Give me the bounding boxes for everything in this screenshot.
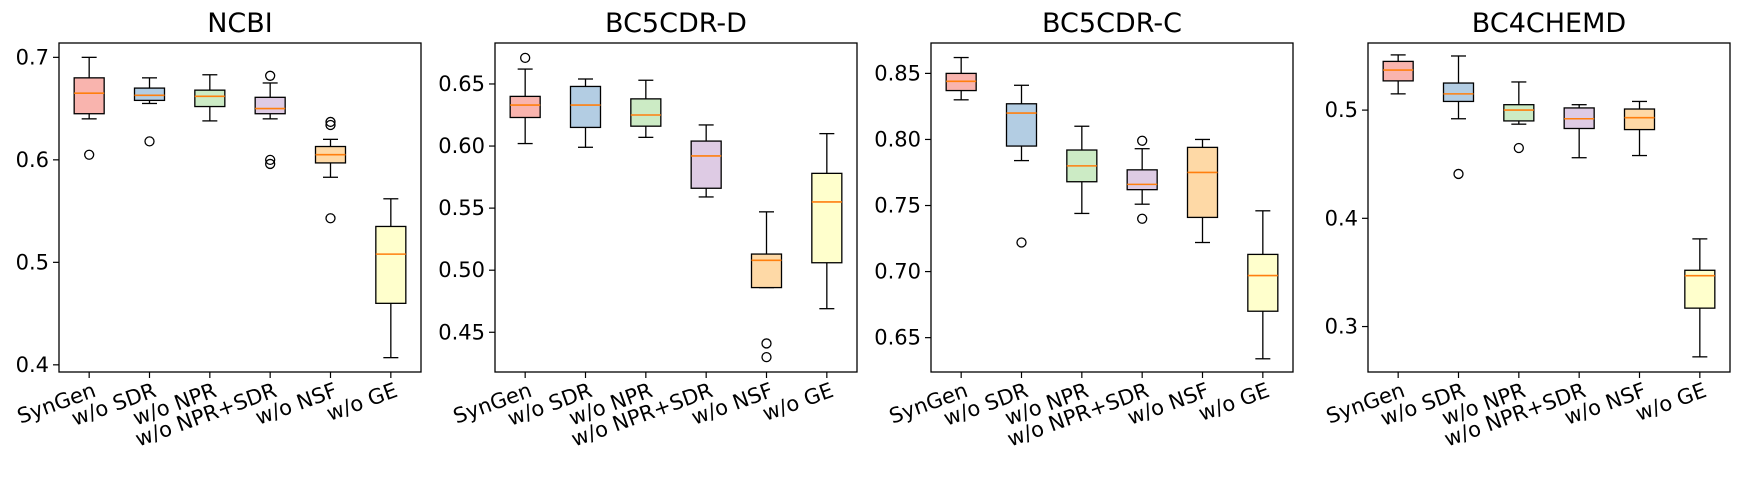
plot-frame: [494, 42, 858, 373]
plot-frame: [1367, 42, 1731, 373]
box-6: [811, 132, 843, 310]
box-1: [73, 56, 105, 160]
outlier-point: [265, 70, 276, 81]
y-tick-label: 0.65: [874, 326, 921, 350]
outlier-point: [1137, 135, 1148, 146]
box-1: [1382, 54, 1414, 95]
outlier-point: [84, 149, 95, 160]
y-tick-label: 0.60: [438, 134, 485, 158]
x-tick-label: w/o GE: [1195, 378, 1272, 426]
y-tick-label: 0.7: [16, 45, 49, 69]
box-iqr: [1382, 60, 1414, 82]
y-tick-label: 0.55: [438, 196, 485, 220]
y-tick-label: 0.3: [1325, 315, 1358, 339]
box-5: [1623, 100, 1656, 157]
box-3: [1066, 125, 1098, 215]
x-tick-label: w/o GE: [1632, 378, 1709, 426]
box-2: [1005, 84, 1038, 248]
plot-frame: [58, 42, 422, 373]
outlier-point: [265, 154, 276, 165]
box-3: [630, 79, 662, 139]
y-tick-label: 0.65: [438, 72, 485, 96]
box-1: [509, 52, 541, 145]
outlier-point: [761, 351, 772, 363]
box-4: [1563, 104, 1595, 159]
panel-title: BC5CDR-C: [1042, 8, 1182, 39]
box-iqr: [1503, 104, 1535, 122]
box-iqr: [1623, 108, 1656, 131]
box-iqr: [1005, 103, 1038, 147]
box-6: [1247, 210, 1279, 360]
box-iqr: [509, 95, 541, 119]
box-iqr: [1442, 82, 1475, 103]
box-2: [569, 78, 602, 148]
box-iqr: [73, 77, 105, 115]
box-3: [194, 74, 226, 122]
panel-title: BC4CHEMD: [1472, 8, 1626, 39]
y-tick-label: 0.45: [438, 320, 485, 344]
box-5: [314, 116, 347, 224]
y-tick-label: 0.70: [874, 260, 921, 284]
outlier-point: [325, 213, 336, 224]
box-5: [1186, 138, 1219, 244]
outlier-point: [1513, 142, 1524, 154]
box-iqr: [750, 253, 783, 289]
x-tick-label: w/o GE: [323, 378, 400, 426]
outlier-point: [1453, 168, 1464, 180]
box-iqr: [1247, 253, 1279, 312]
box-4: [1126, 135, 1158, 224]
outlier-point: [144, 136, 155, 147]
y-tick-label: 0.75: [874, 194, 921, 218]
box-2: [133, 77, 166, 147]
box-iqr: [254, 96, 286, 115]
outlier-point: [325, 116, 336, 128]
box-iqr: [1684, 269, 1716, 309]
box-1: [945, 56, 977, 101]
box-2: [1442, 55, 1475, 180]
y-tick-label: 0.85: [874, 61, 921, 85]
outlier-point: [1137, 213, 1148, 224]
panel-title: BC5CDR-D: [605, 8, 747, 39]
box-iqr: [375, 225, 407, 304]
box-iqr: [1126, 169, 1158, 191]
outlier-point: [1016, 237, 1027, 248]
outlier-point: [761, 338, 772, 349]
box-3: [1503, 81, 1535, 154]
y-tick-label: 0.80: [874, 127, 921, 151]
y-tick-label: 0.50: [438, 258, 485, 282]
y-tick-label: 0.5: [1325, 98, 1358, 122]
outlier-point: [325, 119, 336, 131]
box-4: [690, 124, 722, 198]
box-iqr: [1186, 146, 1219, 219]
y-tick-label: 0.6: [16, 148, 49, 172]
box-6: [1684, 238, 1716, 358]
y-tick-label: 0.4: [1325, 206, 1358, 230]
box-iqr: [811, 172, 843, 264]
box-iqr: [569, 85, 602, 129]
plot-frame: [930, 42, 1294, 373]
y-tick-label: 0.5: [16, 250, 49, 274]
box-5: [750, 211, 783, 363]
box-iqr: [690, 140, 722, 189]
outlier-point: [520, 52, 531, 64]
box-iqr: [630, 98, 662, 127]
box-iqr: [133, 87, 166, 102]
x-tick-label: w/o GE: [759, 378, 836, 426]
outlier-point: [265, 158, 276, 170]
y-tick-label: 0.4: [16, 353, 49, 377]
box-6: [375, 198, 407, 359]
box-iqr: [194, 89, 226, 108]
panel-title: NCBI: [207, 8, 273, 39]
box-4: [254, 70, 286, 170]
